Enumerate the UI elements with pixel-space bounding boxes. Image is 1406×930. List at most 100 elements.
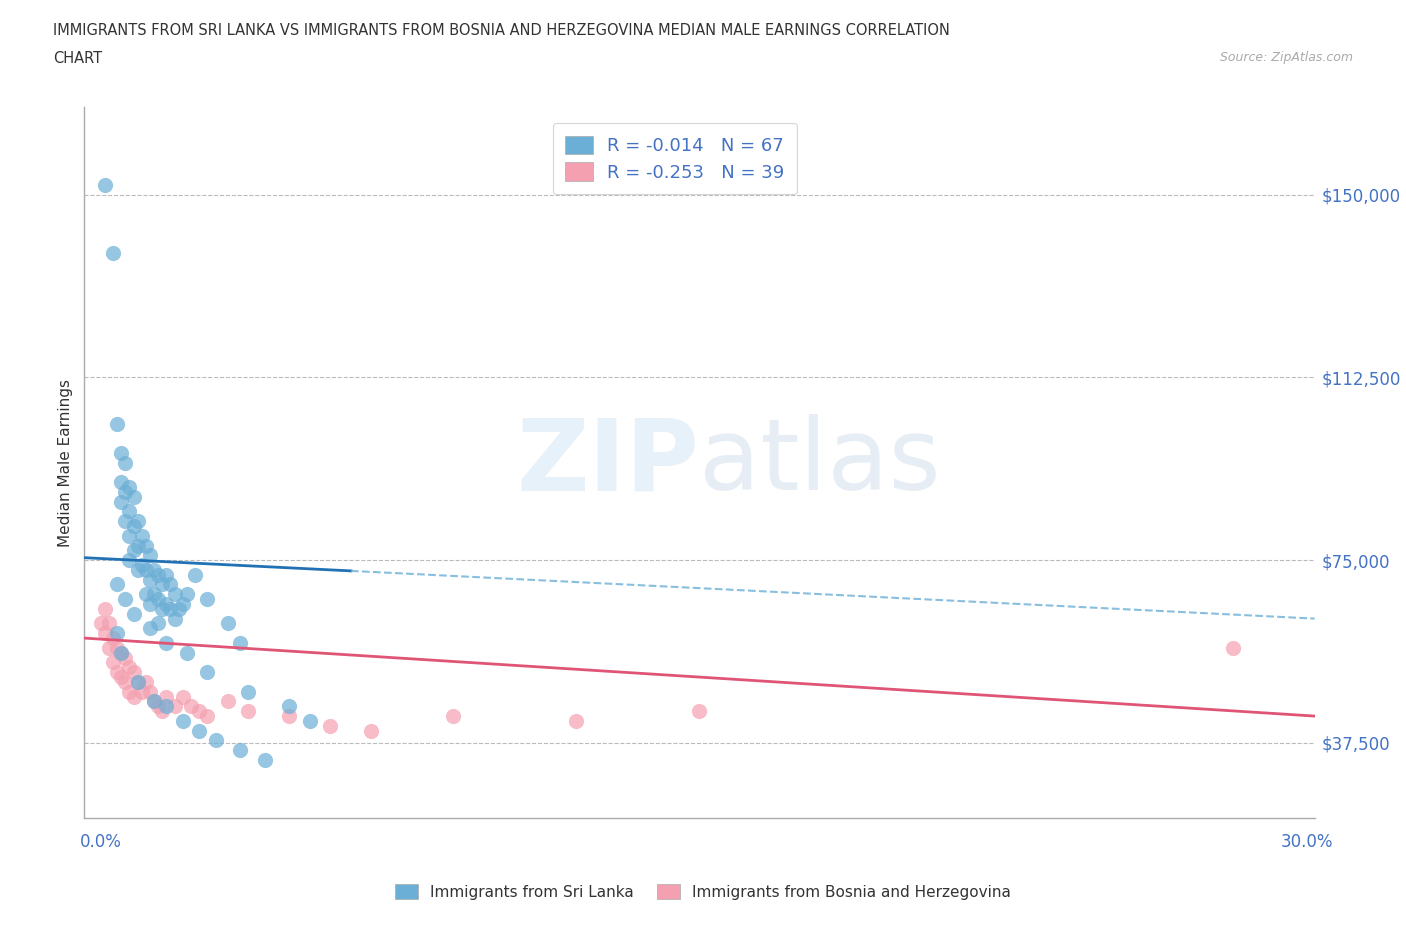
Point	[101, 246, 124, 260]
Point	[238, 684, 260, 699]
Point	[135, 587, 157, 602]
Point	[105, 577, 128, 591]
Point	[105, 417, 128, 432]
Point	[155, 689, 177, 704]
Text: 0.0%: 0.0%	[80, 832, 122, 851]
Point	[197, 665, 219, 680]
Point	[360, 724, 382, 738]
Point	[131, 558, 153, 573]
Point	[127, 674, 149, 689]
Point	[278, 709, 301, 724]
Text: CHART: CHART	[53, 51, 103, 66]
Text: atlas: atlas	[700, 414, 941, 512]
Point	[238, 704, 260, 719]
Point	[114, 513, 136, 528]
Point	[143, 587, 166, 602]
Point	[94, 178, 117, 193]
Point	[148, 616, 170, 631]
Point	[184, 567, 207, 582]
Point	[253, 752, 276, 767]
Point	[127, 674, 149, 689]
Point	[689, 704, 711, 719]
Point	[118, 504, 141, 519]
Point	[172, 596, 194, 611]
Point	[155, 596, 177, 611]
Point	[1222, 641, 1244, 656]
Point	[298, 713, 321, 728]
Point	[110, 645, 132, 660]
Point	[155, 698, 177, 713]
Point	[110, 670, 132, 684]
Point	[176, 645, 198, 660]
Point	[139, 548, 162, 563]
Point	[118, 684, 141, 699]
Point	[150, 577, 173, 591]
Point	[143, 694, 166, 709]
Point	[197, 591, 219, 606]
Point	[114, 674, 136, 689]
Point	[143, 694, 166, 709]
Point	[139, 596, 162, 611]
Point	[278, 698, 301, 713]
Point	[98, 616, 120, 631]
Point	[114, 485, 136, 499]
Point	[131, 528, 153, 543]
Point	[163, 587, 186, 602]
Point	[127, 513, 149, 528]
Point	[122, 519, 145, 534]
Point	[105, 641, 128, 656]
Point	[105, 626, 128, 641]
Point	[110, 645, 132, 660]
Point	[188, 704, 211, 719]
Point	[139, 684, 162, 699]
Text: Source: ZipAtlas.com: Source: ZipAtlas.com	[1219, 51, 1353, 64]
Point	[180, 698, 202, 713]
Point	[110, 494, 132, 509]
Point	[114, 591, 136, 606]
Point	[131, 684, 153, 699]
Point	[122, 543, 145, 558]
Point	[443, 709, 465, 724]
Text: 30.0%: 30.0%	[1281, 832, 1333, 851]
Point	[217, 616, 239, 631]
Text: IMMIGRANTS FROM SRI LANKA VS IMMIGRANTS FROM BOSNIA AND HERZEGOVINA MEDIAN MALE : IMMIGRANTS FROM SRI LANKA VS IMMIGRANTS …	[53, 23, 950, 38]
Point	[94, 626, 117, 641]
Point	[319, 718, 342, 733]
Legend: R = -0.014   N = 67, R = -0.253   N = 39: R = -0.014 N = 67, R = -0.253 N = 39	[553, 123, 797, 194]
Point	[122, 606, 145, 621]
Point	[176, 587, 198, 602]
Point	[197, 709, 219, 724]
Point	[90, 616, 112, 631]
Point	[148, 591, 170, 606]
Point	[188, 724, 211, 738]
Point	[150, 602, 173, 617]
Point	[118, 528, 141, 543]
Point	[163, 611, 186, 626]
Point	[122, 665, 145, 680]
Point	[172, 713, 194, 728]
Point	[135, 538, 157, 553]
Point	[118, 480, 141, 495]
Point	[139, 621, 162, 636]
Point	[110, 474, 132, 489]
Point	[114, 456, 136, 471]
Point	[127, 563, 149, 578]
Point	[101, 631, 124, 645]
Point	[155, 567, 177, 582]
Point	[204, 733, 226, 748]
Point	[101, 655, 124, 670]
Point	[122, 489, 145, 504]
Point	[229, 635, 252, 650]
Point	[565, 713, 588, 728]
Point	[159, 602, 181, 617]
Point	[114, 650, 136, 665]
Legend: Immigrants from Sri Lanka, Immigrants from Bosnia and Herzegovina: Immigrants from Sri Lanka, Immigrants fr…	[389, 878, 1017, 906]
Point	[167, 602, 190, 617]
Point	[118, 552, 141, 567]
Point	[105, 665, 128, 680]
Point	[163, 698, 186, 713]
Point	[135, 674, 157, 689]
Point	[217, 694, 239, 709]
Point	[143, 563, 166, 578]
Text: ZIP: ZIP	[516, 414, 700, 512]
